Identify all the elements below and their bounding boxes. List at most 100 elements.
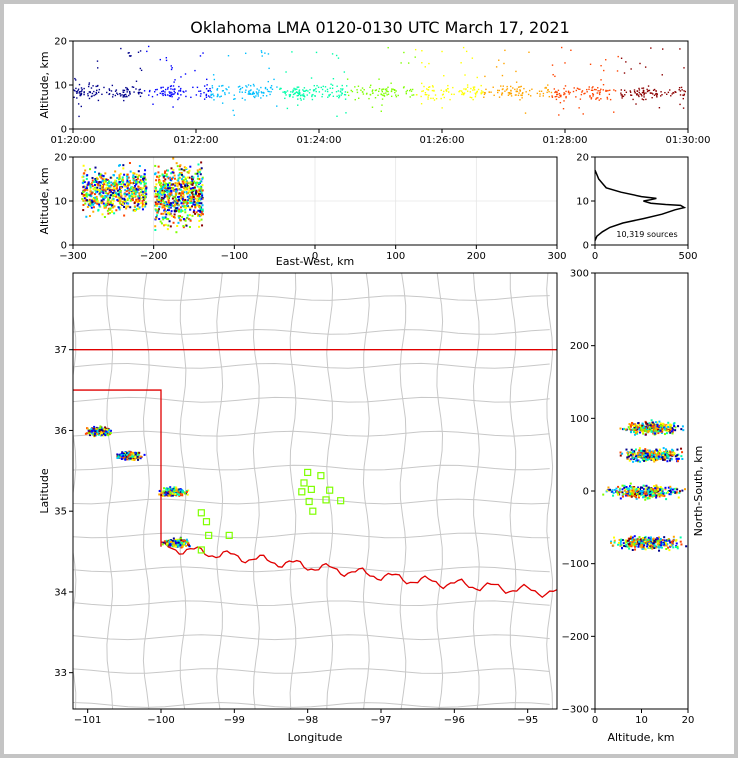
- altitude-ns-point: [661, 539, 664, 542]
- altitude-ns-xlabel: Altitude, km: [607, 731, 674, 744]
- altitude-ns-point: [657, 432, 660, 435]
- altitude-ns-point: [680, 447, 683, 450]
- ew-point: [188, 187, 191, 190]
- ew-point: [83, 172, 86, 175]
- altitude-ns-point: [672, 539, 675, 542]
- time-height-point: [147, 45, 150, 48]
- ew-point: [168, 211, 171, 214]
- ew-point: [163, 194, 166, 197]
- time-height-point: [83, 91, 85, 93]
- time-height-point: [260, 97, 262, 99]
- time-height-point: [592, 86, 594, 88]
- time-height-point: [498, 59, 500, 61]
- time-height-point: [411, 88, 414, 91]
- plan-view-point: [183, 492, 186, 495]
- altitude-ns-point: [653, 545, 656, 548]
- ew-point: [180, 209, 183, 212]
- time-height-point: [346, 91, 349, 93]
- ew-point: [103, 181, 106, 184]
- altitude-ns-point: [657, 488, 660, 491]
- time-height-point: [462, 92, 465, 95]
- ew-point: [126, 175, 129, 178]
- time-height-point: [381, 98, 384, 100]
- ew-point: [163, 171, 166, 174]
- altitude-ns-point: [658, 425, 661, 428]
- altitude-ns-point: [642, 488, 645, 491]
- ew-point: [103, 204, 106, 207]
- time-height-point: [597, 87, 599, 89]
- altitude-ns-point: [666, 426, 669, 429]
- time-height-point: [314, 95, 316, 97]
- time-height-point: [303, 95, 306, 98]
- time-height-point: [108, 89, 111, 92]
- altitude-ns-point: [631, 451, 634, 454]
- plan-view-point: [137, 451, 140, 454]
- ew-point: [131, 199, 134, 202]
- time-height-point: [681, 89, 683, 91]
- altitude-ns-point: [637, 496, 640, 499]
- altitude-ns-point: [649, 423, 652, 426]
- time-height-point: [211, 85, 214, 87]
- time-height-point: [331, 87, 334, 90]
- ew-point: [199, 210, 202, 213]
- ew-point: [166, 191, 169, 194]
- altitude-ns-point: [668, 539, 671, 542]
- plan-view-point: [164, 492, 167, 495]
- altitude-ns-point: [659, 425, 662, 428]
- ew-point: [132, 172, 135, 175]
- ew-point: [135, 173, 138, 176]
- time-height-point: [337, 57, 340, 59]
- time-height-point: [624, 94, 626, 96]
- time-height-point: [74, 89, 76, 92]
- ew-point: [101, 195, 104, 198]
- ew-point: [168, 213, 171, 216]
- time-height-point: [75, 87, 77, 90]
- time-height-point: [266, 88, 269, 91]
- altitude-ns-point: [645, 484, 648, 487]
- ew-point: [170, 191, 173, 194]
- time-height-point: [73, 96, 75, 99]
- ew-point: [104, 178, 107, 181]
- time-height-point: [330, 83, 332, 85]
- plan-view-point: [105, 427, 108, 430]
- ew-point: [109, 207, 112, 210]
- ns-axis-tick-label: 0: [583, 487, 589, 498]
- altitude-ns-point: [665, 544, 668, 547]
- ew-point: [96, 177, 99, 180]
- time-height-point: [546, 91, 548, 94]
- altitude-ns-point: [670, 424, 673, 427]
- time-height-point: [170, 91, 172, 93]
- altitude-ns-point: [611, 489, 614, 492]
- ew-point: [190, 201, 193, 204]
- time-height-point: [394, 91, 396, 94]
- ew-point: [134, 193, 137, 196]
- time-height-point: [434, 94, 437, 96]
- time-height-point: [79, 94, 81, 97]
- altitude-ns-point: [643, 546, 646, 549]
- time-height-point: [247, 93, 250, 95]
- time-height-point: [636, 93, 638, 95]
- time-height-point: [340, 88, 342, 90]
- ew-point: [154, 164, 157, 167]
- altitude-ns-point: [646, 452, 649, 455]
- time-height-point: [563, 87, 565, 90]
- altitude-ns-point: [654, 428, 657, 431]
- time-height-point: [542, 92, 545, 95]
- ew-point: [188, 218, 191, 221]
- time-height-point: [135, 88, 137, 90]
- time-height-point: [291, 91, 294, 93]
- ew-point: [101, 179, 104, 182]
- ew-point: [121, 179, 124, 182]
- ew-point: [132, 174, 135, 177]
- lma-station-marker: [304, 468, 312, 477]
- ew-point: [91, 181, 94, 184]
- plan-view-point: [139, 457, 142, 460]
- county-line: [73, 566, 550, 573]
- time-height-point: [440, 89, 442, 91]
- plan-view-point: [168, 541, 171, 544]
- ew-point: [119, 192, 122, 195]
- ew-point: [86, 189, 89, 192]
- time-height-point: [443, 90, 445, 93]
- time-height-point: [462, 46, 465, 49]
- ew-point: [194, 206, 197, 209]
